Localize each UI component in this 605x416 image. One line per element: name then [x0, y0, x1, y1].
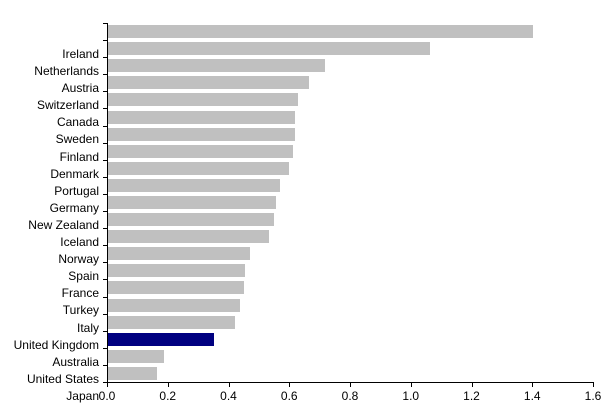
- bar-netherlands: [108, 42, 430, 56]
- category-label-sweden: Sweden: [55, 132, 99, 147]
- category-label-turkey: Turkey: [62, 303, 99, 318]
- bar-portugal: [108, 161, 290, 175]
- category-label-iceland: Iceland: [60, 235, 99, 250]
- x-axis-tick-label: 0.8: [341, 389, 359, 403]
- x-axis-tick: [289, 383, 291, 387]
- bar-ireland: [108, 25, 534, 39]
- bars-layer: [108, 23, 594, 382]
- bar-italy: [108, 298, 240, 312]
- bar-denmark: [108, 144, 293, 158]
- y-axis-tick: [103, 108, 107, 110]
- category-label-italy: Italy: [76, 320, 99, 335]
- category-label-canada: Canada: [56, 115, 99, 130]
- y-axis-tick: [103, 125, 107, 127]
- x-axis-tick: [471, 383, 473, 387]
- bar-new-zealand: [108, 196, 276, 209]
- category-label-spain: Spain: [68, 269, 99, 284]
- category-label-denmark: Denmark: [50, 166, 99, 181]
- bar-united-states: [108, 349, 164, 363]
- category-label-united-kingdom: United Kingdom: [13, 337, 99, 352]
- x-axis-tick: [532, 383, 534, 387]
- y-axis-tick: [103, 364, 107, 366]
- category-label-finland: Finland: [59, 149, 99, 164]
- y-axis-tick: [103, 279, 107, 281]
- bar-spain: [108, 247, 250, 261]
- y-axis-tick: [103, 74, 107, 76]
- x-axis-tick-label: 0.4: [220, 389, 237, 403]
- x-axis-tick: [350, 383, 351, 387]
- category-label-germany: Germany: [49, 200, 99, 215]
- y-axis-tick: [103, 347, 107, 349]
- y-axis-tick: [103, 142, 107, 144]
- x-axis-tick: [107, 383, 108, 387]
- category-label-portugal: Portugal: [54, 183, 99, 198]
- category-label-netherlands: Netherlands: [34, 64, 99, 79]
- y-axis-tick: [103, 296, 107, 298]
- bar-turkey: [108, 281, 244, 295]
- bar-austria: [108, 59, 326, 73]
- category-axis-labels: Ireland Netherlands Austria Switzerland Cana…: [0, 23, 99, 403]
- x-axis-tick-label: 1.0: [402, 389, 420, 403]
- x-axis-tick-label: 1.6: [584, 389, 602, 403]
- plot-area: [107, 23, 594, 383]
- x-axis-tick-label: 0.0: [98, 389, 116, 403]
- category-label-ireland: Ireland: [62, 47, 99, 61]
- y-axis-tick: [103, 40, 107, 42]
- y-axis-tick: [103, 211, 107, 213]
- category-label-japan: Japan: [66, 388, 99, 403]
- x-axis-tick: [593, 383, 594, 387]
- category-label-australia: Australia: [52, 354, 99, 369]
- bar-iceland: [108, 213, 274, 227]
- bar-france: [108, 264, 245, 278]
- category-label-switzerland: Switzerland: [36, 98, 99, 113]
- bar-australia: [108, 332, 214, 346]
- y-axis-tick: [103, 313, 107, 315]
- x-axis-tick: [228, 383, 230, 387]
- bar-germany: [108, 178, 281, 192]
- bar-japan: [108, 366, 157, 380]
- bar-sweden: [108, 110, 296, 124]
- y-axis-tick: [103, 159, 107, 161]
- y-axis-tick: [103, 193, 107, 195]
- bar-finland: [108, 127, 296, 141]
- category-label-united-states: United States: [26, 371, 99, 386]
- bar-canada: [108, 93, 298, 107]
- bar-norway: [108, 230, 269, 244]
- y-axis-tick: [103, 23, 107, 24]
- x-axis-tick-label: 0.2: [159, 389, 177, 403]
- bar-united-kingdom: [108, 315, 236, 329]
- x-axis-tick-label: 1.4: [523, 389, 541, 403]
- category-label-new-zealand: New Zealand: [28, 217, 99, 232]
- y-axis-tick: [103, 382, 107, 383]
- x-axis-tick-label: 1.2: [463, 389, 480, 403]
- y-axis-tick: [103, 176, 107, 178]
- x-axis-tick-label: 0.6: [280, 389, 298, 403]
- y-axis-tick: [103, 228, 107, 230]
- x-axis-tick: [167, 383, 169, 387]
- category-label-france: France: [61, 286, 99, 301]
- y-axis-tick: [103, 330, 107, 332]
- x-axis-tick: [410, 383, 412, 387]
- y-axis-tick: [103, 262, 107, 264]
- y-axis-tick: [103, 57, 107, 59]
- bar-switzerland: [108, 76, 310, 90]
- category-label-norway: Norway: [58, 252, 99, 267]
- y-axis-tick: [103, 245, 107, 247]
- y-axis-tick: [103, 91, 107, 93]
- category-label-austria: Austria: [61, 81, 99, 96]
